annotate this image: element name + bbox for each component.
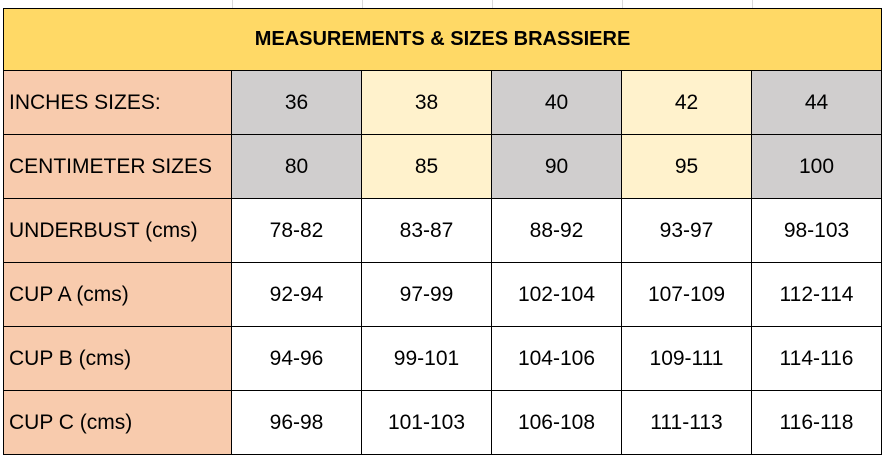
column-gridline bbox=[752, 0, 753, 8]
size-value-cell[interactable]: 100 bbox=[750, 134, 883, 199]
size-value-cell[interactable]: 36 bbox=[231, 70, 362, 135]
size-value-cell[interactable]: 83-87 bbox=[361, 198, 492, 263]
row-label-cell[interactable]: CUP C (cms) bbox=[3, 390, 232, 455]
size-value-cell[interactable]: 116-118 bbox=[750, 390, 883, 455]
size-value-cell[interactable]: 109-111 bbox=[621, 326, 752, 391]
size-value-cell[interactable]: 42 bbox=[621, 70, 752, 135]
table-title[interactable]: MEASUREMENTS & SIZES BRASSIERE bbox=[2, 8, 883, 71]
column-gridline bbox=[492, 0, 493, 8]
size-value-cell[interactable]: 40 bbox=[491, 70, 622, 135]
row-label-cell[interactable]: INCHES SIZES: bbox=[3, 70, 232, 135]
size-value-cell[interactable]: 88-92 bbox=[491, 198, 622, 263]
size-value-cell[interactable]: 102-104 bbox=[491, 262, 622, 327]
size-value-cell[interactable]: 97-99 bbox=[361, 262, 492, 327]
size-value-cell[interactable]: 95 bbox=[621, 134, 752, 199]
row-label-cell[interactable]: CUP A (cms) bbox=[3, 262, 232, 327]
size-value-cell[interactable]: 85 bbox=[361, 134, 492, 199]
size-value-cell[interactable]: 92-94 bbox=[231, 262, 362, 327]
size-value-cell[interactable]: 112-114 bbox=[750, 262, 883, 327]
column-gridline bbox=[622, 0, 623, 8]
column-gridlines bbox=[0, 0, 884, 8]
column-gridline bbox=[232, 0, 233, 8]
size-value-cell[interactable]: 106-108 bbox=[491, 390, 622, 455]
row-label-cell[interactable]: CUP B (cms) bbox=[3, 326, 232, 391]
row-label-cell[interactable]: CENTIMETER SIZES bbox=[3, 134, 232, 199]
size-value-cell[interactable]: 114-116 bbox=[750, 326, 883, 391]
size-value-cell[interactable]: 93-97 bbox=[621, 198, 752, 263]
size-value-cell[interactable]: 94-96 bbox=[231, 326, 362, 391]
size-value-cell[interactable]: 38 bbox=[361, 70, 492, 135]
table-row: CENTIMETER SIZES 80 85 90 95 100 bbox=[3, 134, 883, 199]
column-gridline bbox=[362, 0, 363, 8]
size-value-cell[interactable]: 80 bbox=[231, 134, 362, 199]
row-label-cell[interactable]: UNDERBUST (cms) bbox=[3, 198, 232, 263]
size-value-cell[interactable]: 96-98 bbox=[231, 390, 362, 455]
table-row: CUP C (cms) 96-98 101-103 106-108 111-113 116… bbox=[3, 390, 883, 455]
table-row: INCHES SIZES: 36 38 40 42 44 bbox=[3, 70, 883, 135]
size-value-cell[interactable]: 98-103 bbox=[750, 198, 883, 263]
size-value-cell[interactable]: 101-103 bbox=[361, 390, 492, 455]
table-row: CUP A (cms) 92-94 97-99 102-104 107-109 112-1… bbox=[3, 262, 883, 327]
size-value-cell[interactable]: 104-106 bbox=[491, 326, 622, 391]
size-value-cell[interactable]: 99-101 bbox=[361, 326, 492, 391]
size-value-cell[interactable]: 107-109 bbox=[621, 262, 752, 327]
size-value-cell[interactable]: 44 bbox=[750, 70, 883, 135]
size-value-cell[interactable]: 78-82 bbox=[231, 198, 362, 263]
table-row: UNDERBUST (cms) 78-82 83-87 88-92 93-97 98-10… bbox=[3, 198, 883, 263]
size-value-cell[interactable]: 111-113 bbox=[621, 390, 752, 455]
size-chart-table: MEASUREMENTS & SIZES BRASSIERE INCHES SI… bbox=[2, 8, 883, 455]
table-row: CUP B (cms) 94-96 99-101 104-106 109-111 114-… bbox=[3, 326, 883, 391]
size-value-cell[interactable]: 90 bbox=[491, 134, 622, 199]
